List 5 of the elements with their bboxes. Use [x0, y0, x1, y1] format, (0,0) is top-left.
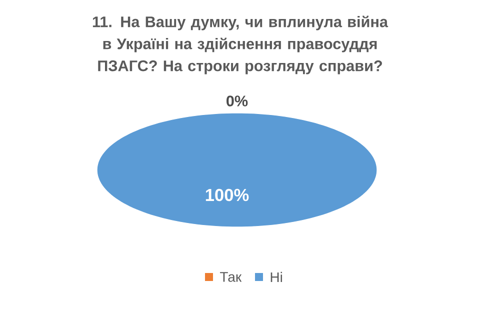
data-label: 100%	[206, 188, 249, 202]
chart-title: 11. На Вашу думку, чи вплинула війна в Україні на здійснення правосуддя ПЗАГС? На строки розгляду справи?	[92, 16, 388, 74]
text: 0%	[226, 96, 248, 106]
legend-label: Ні	[270, 272, 282, 282]
legend-label: Так	[220, 272, 242, 282]
